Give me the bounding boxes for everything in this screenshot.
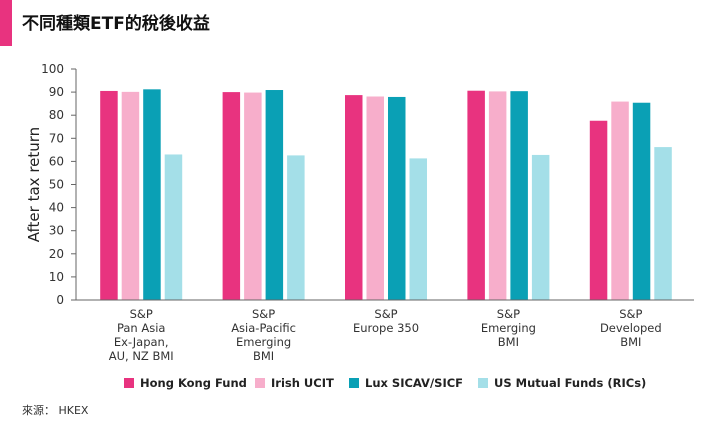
y-axis-label: After tax return <box>25 127 43 242</box>
bar-hong-kong-fund <box>345 95 363 300</box>
y-tick-label: 30 <box>49 224 64 238</box>
bar-irish-ucit <box>611 101 629 300</box>
bar-hong-kong-fund <box>589 120 608 300</box>
legend: Hong Kong Fund Irish UCIT Lux SICAV/SICF US… <box>124 376 646 390</box>
bar-hong-kong-fund <box>467 90 485 301</box>
bar-irish-ucit <box>121 91 140 300</box>
y-tick-label: 100 <box>41 62 64 76</box>
bar-us-mutual-funds-rics <box>164 154 183 300</box>
category-label: S&P Developed BMI <box>600 307 662 349</box>
y-tick-label: 50 <box>49 178 64 192</box>
legend-label: Hong Kong Fund <box>140 376 247 390</box>
category-label: S&P Emerging BMI <box>481 307 536 349</box>
bar-irish-ucit <box>488 91 507 300</box>
bar-us-mutual-funds-rics <box>409 158 427 300</box>
legend-swatch <box>255 378 265 388</box>
category-label: S&P Asia-Pacific Emerging BMI <box>231 307 296 363</box>
bar-lux-sicav-sicf <box>143 89 161 300</box>
bar-hong-kong-fund <box>100 90 118 300</box>
y-axis: 0 10 20 30 40 50 60 70 80 90 100 <box>41 62 77 307</box>
legend-swatch <box>124 378 134 388</box>
bar-hong-kong-fund <box>222 92 241 300</box>
bar-irish-ucit <box>366 96 384 300</box>
y-tick-label: 0 <box>56 293 64 307</box>
bar-lux-sicav-sicf <box>632 102 651 300</box>
bars <box>100 89 672 301</box>
title-accent-bar <box>0 0 12 46</box>
bar-lux-sicav-sicf <box>510 91 528 301</box>
category-label: S&P Pan Asia Ex-Japan, AU, NZ BMI <box>109 307 174 363</box>
bar-lux-sicav-sicf <box>265 90 284 300</box>
bar-chart: After tax return 0102030405060708090100 … <box>25 62 694 390</box>
y-tick-label: 10 <box>49 270 64 284</box>
legend-swatch <box>349 378 359 388</box>
y-tick-label: 40 <box>49 201 64 215</box>
chart-title: 不同種類ETF的稅後收益 <box>22 14 210 34</box>
y-tick-label: 80 <box>49 108 64 122</box>
y-tick-label: 90 <box>49 85 64 99</box>
bar-irish-ucit <box>244 92 262 300</box>
y-tick-label: 70 <box>49 131 64 145</box>
category-label: S&P Europe 350 <box>353 307 419 335</box>
x-axis: S&P Pan Asia Ex-Japan, AU, NZ BMI S&P Asia-Pa… <box>76 299 694 363</box>
legend-label: US Mutual Funds (RICs) <box>494 376 646 390</box>
legend-swatch <box>478 378 488 388</box>
source-note: 來源： HKEX <box>22 404 89 417</box>
bar-us-mutual-funds-rics <box>287 155 305 300</box>
bar-us-mutual-funds-rics <box>531 154 550 300</box>
y-tick-label: 60 <box>49 154 64 168</box>
legend-label: Lux SICAV/SICF <box>365 376 463 390</box>
bar-lux-sicav-sicf <box>388 96 406 301</box>
legend-label: Irish UCIT <box>271 376 334 390</box>
y-tick-label: 20 <box>49 247 64 261</box>
bar-us-mutual-funds-rics <box>654 147 672 300</box>
